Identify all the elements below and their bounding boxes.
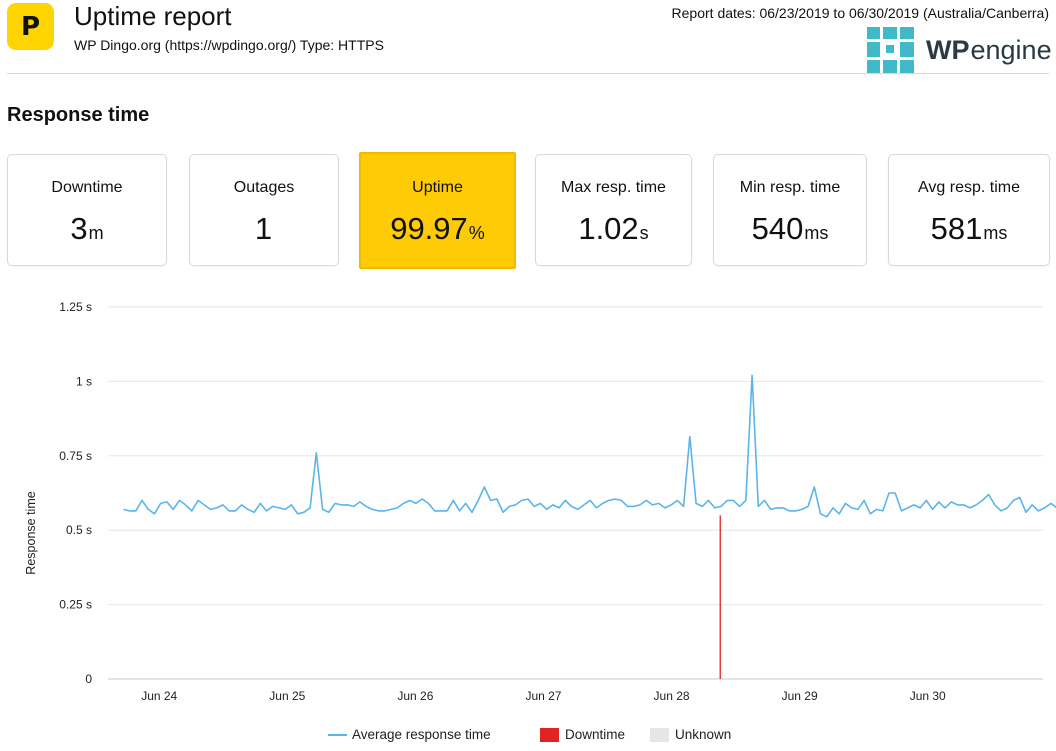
stat-value: 581ms (889, 211, 1049, 247)
stat-value: 99.97% (361, 211, 514, 247)
stat-label: Uptime (412, 179, 463, 196)
stat-unit: s (639, 223, 649, 243)
stat-unit: % (468, 223, 485, 243)
stat-label: Max resp. time (561, 179, 666, 196)
stat-number: 1 (254, 211, 273, 246)
stat-label: Min resp. time (739, 179, 841, 196)
brand-engine-text: engine (970, 34, 1052, 65)
stat-card-min-resp: Min resp. time 540ms (713, 154, 867, 266)
app-logo-letter: P (20, 11, 41, 42)
stat-value: 540ms (714, 211, 866, 247)
stat-value: 1.02s (536, 211, 691, 247)
legend-label: Average response time (352, 727, 491, 742)
report-dates: Report dates: 06/23/2019 to 06/30/2019 (… (671, 5, 1049, 21)
stat-number: 3 (70, 211, 88, 246)
app-logo: P (7, 3, 54, 50)
stat-label: Downtime (51, 179, 123, 196)
page-title: Uptime report (74, 1, 232, 31)
legend-item-average[interactable]: Average response time (328, 727, 491, 742)
x-tick-label: Jun 29 (782, 689, 818, 703)
x-tick-label: Jun 27 (525, 689, 561, 703)
stat-number: 1.02 (578, 211, 639, 246)
stat-card-uptime: Uptime 99.97% (359, 152, 516, 269)
chart-legend: Average response time Downtime Unknown (0, 727, 1056, 745)
stat-unit: ms (983, 223, 1008, 243)
stat-number: 581 (930, 211, 983, 246)
stat-number: 99.97 (390, 211, 468, 246)
stat-label: Avg resp. time (918, 179, 1020, 196)
stat-unit: ms (804, 223, 829, 243)
stat-value: 1 (190, 211, 338, 247)
site-info-text: WP Dingo.org (https://wpdingo.org/) Type… (74, 37, 384, 53)
site-info: WP Dingo.org (https://wpdingo.org/) Type… (74, 37, 384, 53)
legend-item-downtime[interactable]: Downtime (540, 727, 625, 742)
stat-unit: m (88, 223, 104, 243)
stat-card-avg-resp: Avg resp. time 581ms (888, 154, 1050, 266)
wpengine-logo: WP engine (867, 27, 1052, 73)
y-tick-label: 0.75 s (59, 449, 92, 463)
brand-wp-text: WP (926, 34, 970, 65)
y-axis-label: Response time (24, 491, 38, 574)
legend-swatch-unknown (650, 727, 669, 742)
y-tick-label: 0 (85, 672, 92, 686)
legend-item-unknown[interactable]: Unknown (650, 727, 731, 742)
legend-label: Unknown (675, 727, 732, 742)
x-tick-label: Jun 26 (397, 689, 433, 703)
y-tick-label: 0.25 s (59, 598, 92, 612)
x-tick-label: Jun 28 (654, 689, 690, 703)
x-tick-label: Jun 30 (910, 689, 946, 703)
stat-card-downtime: Downtime 3m (7, 154, 167, 266)
stat-value: 3m (8, 211, 166, 247)
legend-swatch-line (328, 733, 347, 736)
response-time-chart: 0 0.25 s 0.5 s 0.75 s 1 s 1.25 s Jun 24 Jun 25 J… (24, 300, 1056, 703)
legend-swatch-downtime (540, 727, 559, 742)
section-title: Response time (7, 104, 150, 126)
y-tick-label: 1 s (76, 374, 92, 388)
y-tick-label: 0.5 s (66, 523, 92, 537)
header-divider (7, 73, 1049, 74)
x-tick-label: Jun 25 (269, 689, 305, 703)
wpengine-mark-icon (867, 27, 914, 73)
stat-card-max-resp: Max resp. time 1.02s (535, 154, 692, 266)
x-tick-label: Jun 24 (141, 689, 177, 703)
series-line-average-response-time (123, 374, 1056, 518)
stat-number: 540 (751, 211, 804, 246)
stat-card-outages: Outages 1 (189, 154, 339, 266)
y-tick-label: 1.25 s (59, 300, 92, 314)
stat-label: Outages (233, 179, 295, 196)
legend-label: Downtime (565, 727, 626, 742)
